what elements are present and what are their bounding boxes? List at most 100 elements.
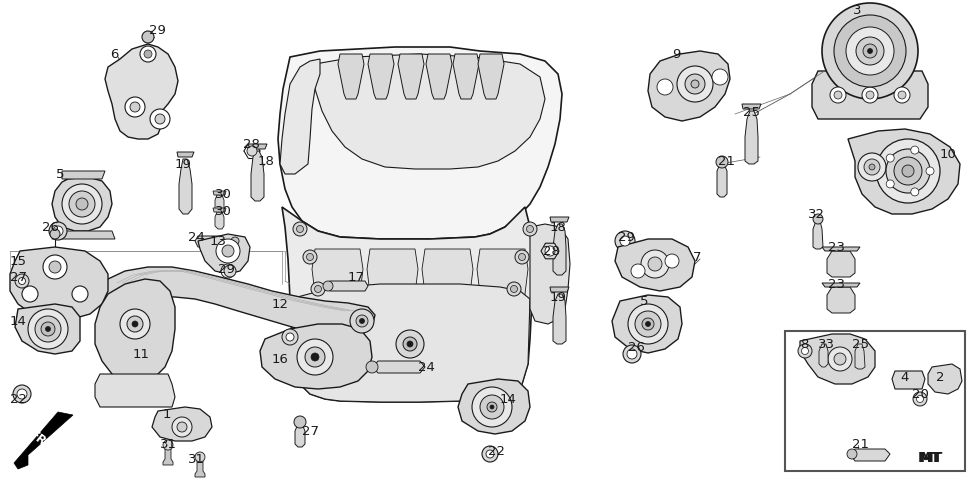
Text: 27: 27 (10, 271, 27, 284)
Circle shape (72, 287, 88, 303)
Text: 29: 29 (149, 24, 166, 37)
Polygon shape (52, 178, 112, 231)
Circle shape (898, 92, 906, 100)
Polygon shape (315, 55, 545, 170)
Circle shape (216, 239, 240, 264)
Text: 19: 19 (175, 158, 191, 171)
Polygon shape (367, 249, 418, 357)
Circle shape (231, 237, 239, 245)
Text: 1: 1 (163, 408, 171, 421)
Circle shape (798, 344, 812, 358)
Polygon shape (550, 217, 569, 222)
Circle shape (366, 361, 378, 373)
Polygon shape (541, 243, 559, 260)
Polygon shape (398, 55, 424, 100)
Polygon shape (102, 268, 375, 337)
Text: 27: 27 (302, 425, 319, 438)
Circle shape (615, 231, 635, 252)
Polygon shape (827, 288, 855, 313)
Circle shape (677, 67, 713, 103)
Polygon shape (928, 364, 962, 394)
Polygon shape (553, 295, 566, 344)
Text: 16: 16 (272, 353, 289, 366)
Text: 29: 29 (218, 263, 235, 276)
Polygon shape (327, 282, 368, 292)
Circle shape (294, 416, 306, 428)
Circle shape (221, 265, 235, 279)
Circle shape (356, 315, 368, 327)
Polygon shape (530, 224, 570, 324)
Polygon shape (290, 285, 530, 402)
Polygon shape (745, 112, 758, 165)
Polygon shape (612, 296, 682, 353)
Text: 20: 20 (912, 388, 929, 401)
Polygon shape (260, 324, 372, 389)
Circle shape (480, 395, 504, 419)
Polygon shape (800, 334, 875, 384)
Text: 10: 10 (940, 148, 957, 161)
Circle shape (49, 222, 67, 240)
Polygon shape (195, 236, 235, 247)
Circle shape (864, 160, 880, 176)
Circle shape (360, 319, 365, 324)
Polygon shape (15, 305, 80, 354)
Text: 15: 15 (10, 255, 27, 268)
Polygon shape (812, 72, 928, 120)
Circle shape (913, 392, 927, 406)
Polygon shape (717, 165, 727, 197)
Polygon shape (278, 48, 562, 239)
Circle shape (472, 387, 512, 427)
Circle shape (311, 353, 319, 361)
Text: 8: 8 (800, 338, 808, 351)
Circle shape (35, 316, 61, 342)
Text: MT: MT (918, 450, 942, 464)
Circle shape (222, 245, 234, 258)
Circle shape (247, 147, 257, 157)
Text: 31: 31 (160, 438, 177, 450)
Circle shape (49, 262, 61, 274)
Text: 31: 31 (188, 452, 205, 465)
Circle shape (886, 180, 894, 188)
Bar (785, 331, 965, 471)
Polygon shape (179, 160, 192, 214)
Text: 4: 4 (900, 371, 908, 384)
Circle shape (620, 236, 630, 246)
Text: 9: 9 (672, 49, 681, 62)
Text: 26: 26 (42, 221, 59, 234)
Circle shape (155, 115, 165, 125)
Polygon shape (648, 52, 730, 122)
Text: 33: 33 (818, 338, 835, 351)
Circle shape (350, 310, 374, 333)
Circle shape (140, 47, 156, 63)
Circle shape (635, 312, 661, 337)
Circle shape (403, 337, 417, 351)
Text: 2: 2 (936, 371, 945, 384)
Polygon shape (52, 231, 115, 239)
Text: 30: 30 (215, 188, 232, 201)
Circle shape (917, 396, 923, 403)
Circle shape (43, 256, 67, 280)
Polygon shape (813, 221, 823, 249)
Circle shape (926, 168, 934, 176)
Circle shape (132, 321, 138, 327)
Text: 24: 24 (418, 361, 435, 374)
Circle shape (691, 81, 699, 89)
Text: 14: 14 (10, 315, 27, 328)
Polygon shape (95, 374, 175, 407)
Circle shape (120, 310, 150, 339)
Text: 28: 28 (543, 245, 560, 258)
Circle shape (144, 51, 152, 59)
Circle shape (858, 154, 886, 182)
Circle shape (314, 286, 321, 293)
Polygon shape (892, 371, 925, 389)
Circle shape (297, 339, 333, 375)
Circle shape (297, 226, 304, 233)
Circle shape (813, 214, 823, 224)
Polygon shape (280, 60, 320, 175)
Polygon shape (195, 459, 205, 477)
Polygon shape (95, 280, 175, 381)
Polygon shape (822, 284, 860, 288)
Polygon shape (478, 55, 504, 100)
Polygon shape (282, 207, 532, 402)
Polygon shape (848, 130, 960, 214)
